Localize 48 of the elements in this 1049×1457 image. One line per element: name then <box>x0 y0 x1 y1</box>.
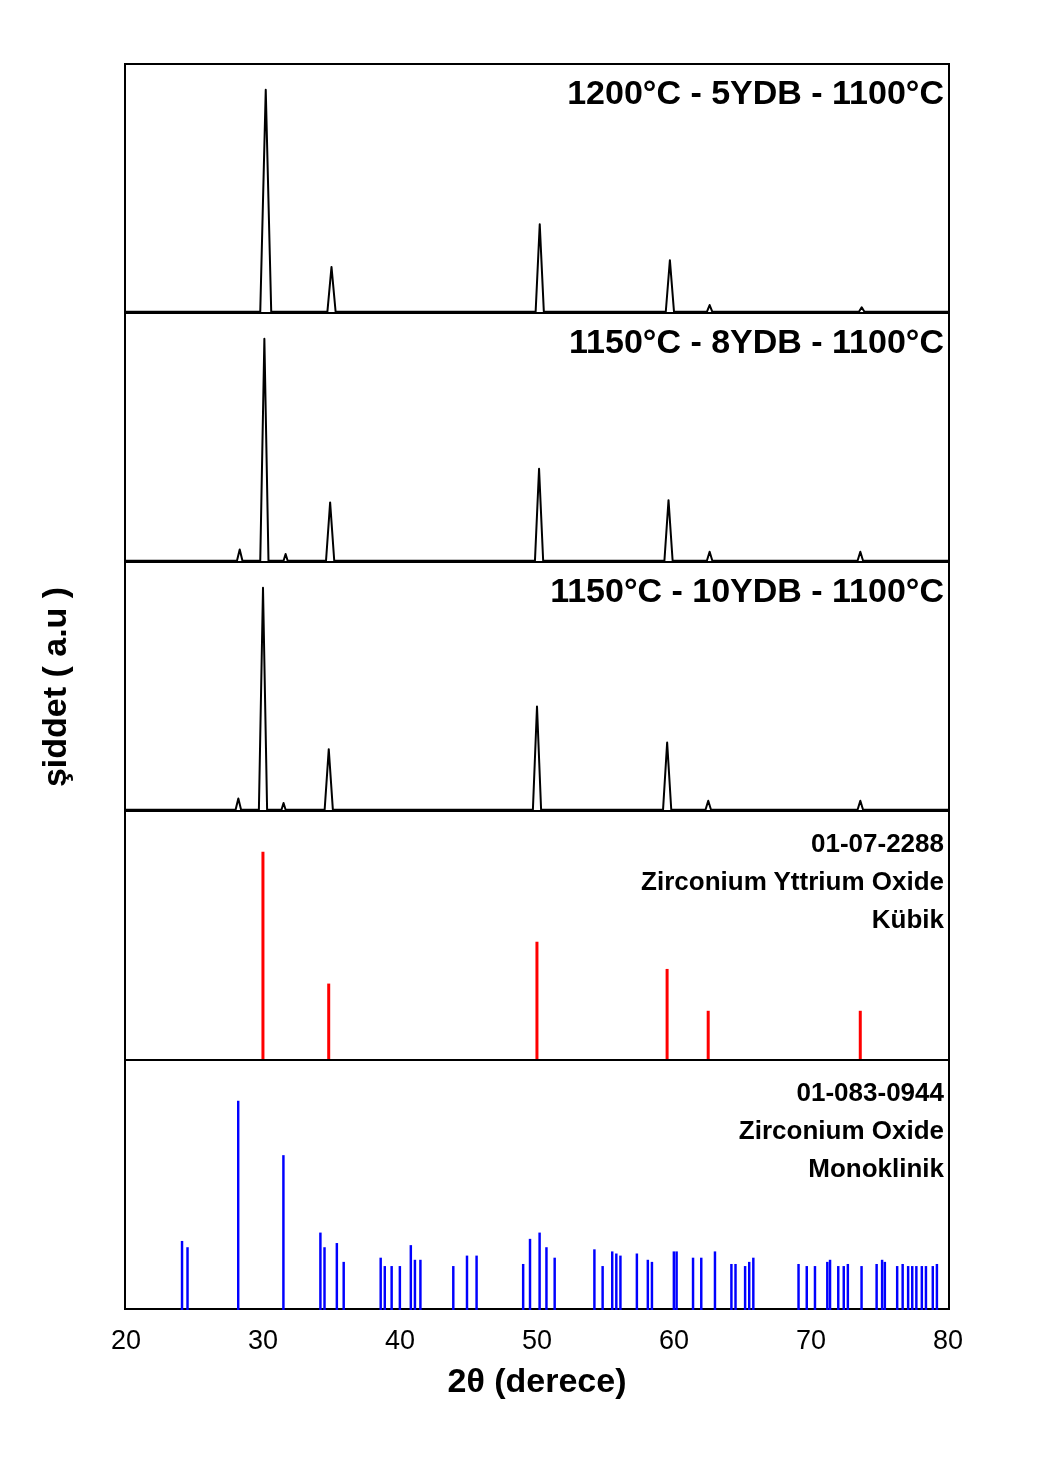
bar <box>282 1155 285 1310</box>
bar <box>452 1266 455 1310</box>
bar <box>379 1257 382 1310</box>
bar <box>327 983 331 1061</box>
annotation: 01-07-2288 <box>810 827 944 860</box>
annotation: Zirconium Oxide <box>738 1114 944 1147</box>
bar <box>797 1263 800 1310</box>
annotation: Kübik <box>870 903 944 936</box>
annotation: 01-083-0944 <box>795 1076 944 1109</box>
bar <box>730 1263 733 1310</box>
x-tick-label: 50 <box>521 1325 553 1356</box>
chart-title: 1150°C - 10YDB - 1100°C <box>550 571 944 610</box>
bar <box>901 1263 904 1310</box>
bar <box>706 1010 710 1061</box>
bar <box>858 1010 862 1061</box>
bar <box>545 1247 548 1310</box>
bar <box>535 941 539 1061</box>
bar <box>261 851 265 1061</box>
x-tick-label: 80 <box>932 1325 964 1356</box>
bar <box>601 1266 604 1310</box>
x-tick-label: 30 <box>247 1325 279 1356</box>
annotation: Monoklinik <box>807 1152 944 1185</box>
bar <box>615 1253 618 1310</box>
chart-title: 1150°C - 8YDB - 1100°C <box>569 322 944 361</box>
bar <box>915 1266 918 1310</box>
x-tick-label: 70 <box>795 1325 827 1356</box>
bar <box>390 1266 393 1310</box>
bar <box>538 1232 541 1310</box>
chart-title: 1200°C - 5YDB - 1100°C <box>567 73 944 112</box>
bar <box>875 1263 878 1310</box>
x-tick-label: 20 <box>110 1325 142 1356</box>
y-axis-title: şiddet ( a.u ) <box>34 586 74 787</box>
bar <box>734 1263 737 1310</box>
bar <box>186 1247 189 1310</box>
x-tick-label: 40 <box>384 1325 416 1356</box>
bar <box>342 1261 345 1310</box>
bar <box>619 1255 622 1310</box>
bar <box>593 1249 596 1310</box>
bar <box>419 1259 422 1310</box>
bar <box>319 1232 322 1310</box>
bar <box>860 1266 863 1310</box>
bar <box>665 968 669 1061</box>
bar <box>475 1255 478 1310</box>
x-axis-title: 2θ (derece) <box>446 1361 628 1400</box>
annotation: Zirconium Yttrium Oxide <box>641 865 944 898</box>
x-tick-label: 60 <box>658 1325 690 1356</box>
bar <box>553 1257 556 1310</box>
bar <box>752 1257 755 1310</box>
